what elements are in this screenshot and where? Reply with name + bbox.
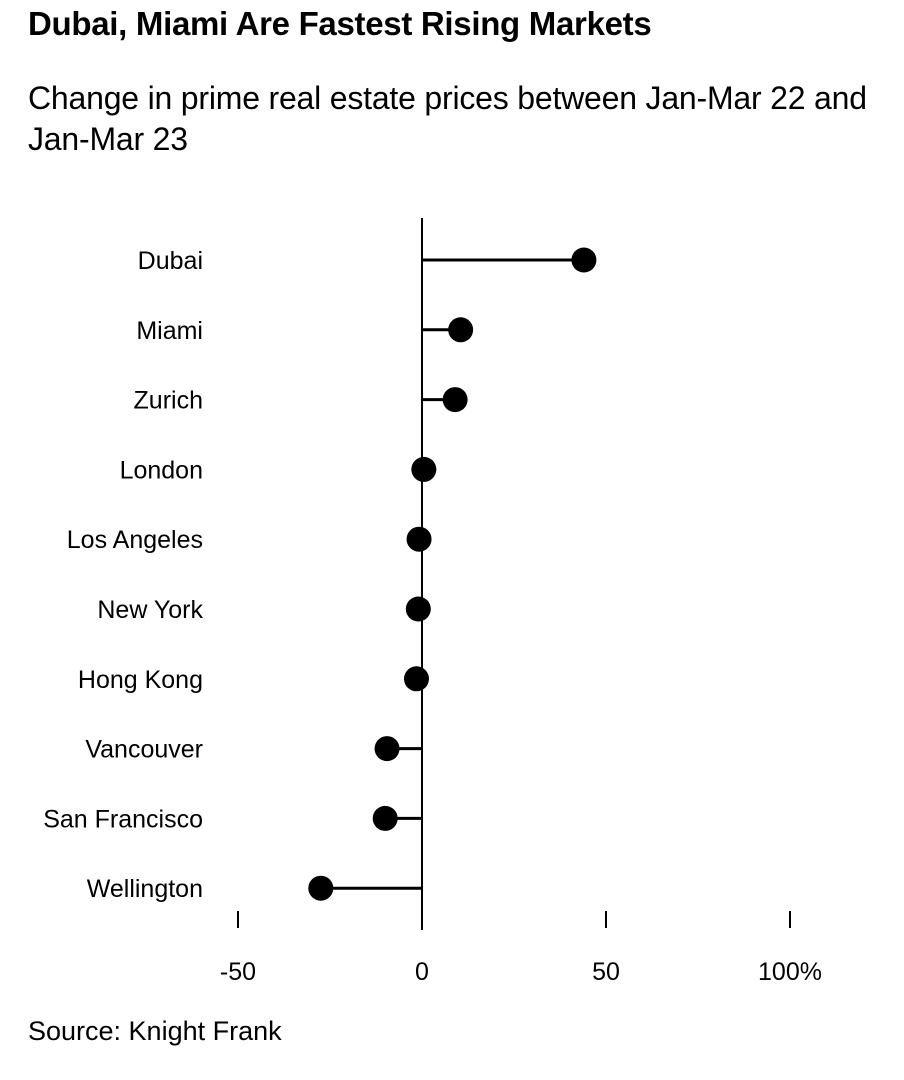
x-tick-labels-group: -50 0 50 100%	[220, 958, 822, 986]
chart-title: Dubai, Miami Are Fastest Rising Markets	[28, 5, 652, 42]
dot-dubai	[571, 247, 597, 273]
category-label-san-francisco: San Francisco	[43, 805, 203, 833]
category-label-los-angeles: Los Angeles	[67, 526, 203, 554]
lollipop-chart: Dubai Miami Zurich London Los Angeles New Yor…	[43, 218, 822, 986]
dot-zurich	[442, 387, 468, 413]
category-label-london: London	[120, 456, 203, 484]
x-ticks-group	[237, 911, 791, 928]
dot-vancouver	[374, 736, 400, 762]
dot-new-york	[405, 596, 431, 622]
dot-hong-kong	[403, 666, 429, 692]
x-tick-label-50: 50	[592, 958, 620, 986]
dot-london	[411, 456, 437, 482]
category-label-hong-kong: Hong Kong	[78, 666, 203, 694]
x-tick-label-minus-50: -50	[220, 958, 256, 986]
category-label-dubai: Dubai	[138, 247, 203, 275]
dot-wellington	[308, 875, 334, 901]
stems-group	[320, 258, 584, 890]
category-label-wellington: Wellington	[87, 875, 203, 903]
category-label-zurich: Zurich	[134, 387, 203, 415]
dots-group	[308, 247, 597, 901]
x-tick-label-0: 0	[415, 958, 429, 986]
dot-los-angeles	[406, 526, 432, 552]
category-label-vancouver: Vancouver	[85, 736, 203, 764]
category-labels-group: Dubai Miami Zurich London Los Angeles New Yor…	[43, 247, 203, 903]
dot-miami	[448, 317, 474, 343]
category-label-miami: Miami	[136, 317, 203, 345]
category-label-new-york: New York	[97, 596, 203, 624]
chart-subtitle: Change in prime real estate prices betwe…	[28, 80, 867, 157]
x-tick-label-100: 100%	[758, 958, 822, 986]
dot-san-francisco	[372, 805, 398, 831]
source-note: Source: Knight Frank	[28, 1016, 282, 1046]
